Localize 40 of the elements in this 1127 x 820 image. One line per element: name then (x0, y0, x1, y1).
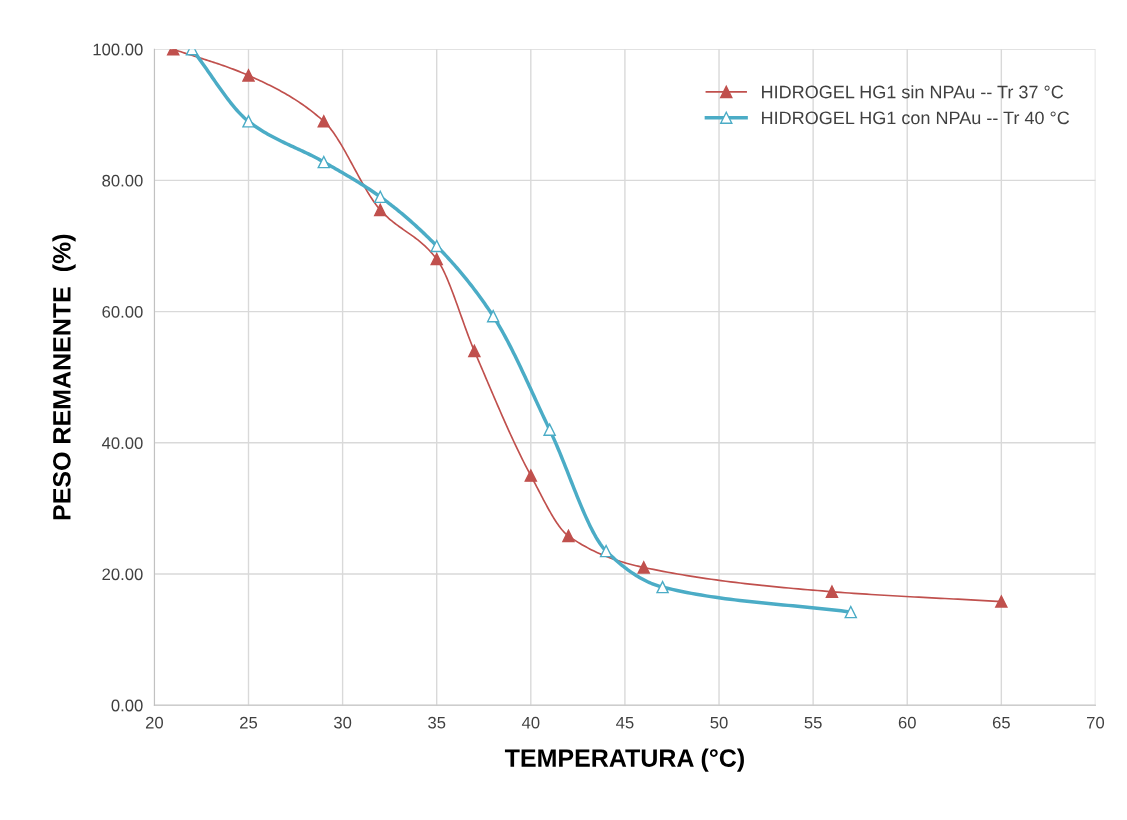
point (995, 595, 1008, 608)
point (373, 190, 387, 204)
x-tick-label: 25 (240, 716, 258, 729)
y-tick-label: 0.00 (111, 699, 143, 712)
y-tick-label: 80.00 (102, 174, 143, 187)
y-tick-label: 100.00 (93, 43, 143, 56)
x-axis-title: TEMPERATURA (°C) (504, 748, 744, 772)
point (242, 115, 255, 128)
point (599, 544, 613, 558)
point (373, 203, 387, 217)
legend-label: HIDROGEL HG1 sin NPAu -- Tr 37 °C (762, 85, 1064, 99)
y-tick-label: 40.00 (101, 437, 143, 449)
point (468, 344, 481, 358)
point (317, 155, 331, 169)
point (242, 69, 255, 82)
x-tick-label: 65 (992, 716, 1010, 729)
point (430, 252, 443, 266)
point (637, 561, 650, 574)
point (543, 423, 556, 436)
point (844, 605, 858, 619)
point (317, 115, 331, 128)
x-tick-label: 45 (616, 716, 634, 729)
point (486, 309, 500, 323)
x-tick-label: 20 (145, 716, 164, 729)
point (825, 585, 839, 598)
legend-label: HIDROGEL HG1 con NPAu -- Tr 40 °C (762, 111, 1070, 125)
y-axis-title: PESO REMANENTE (%) (52, 234, 76, 520)
y-tick-label: 20.00 (102, 568, 143, 581)
x-tick-label: 55 (804, 716, 822, 729)
x-tick-label: 40 (521, 716, 540, 729)
point (430, 239, 443, 253)
x-tick-label: 60 (898, 716, 916, 729)
point (524, 469, 538, 482)
x-tick-label: 30 (333, 716, 352, 729)
x-tick-label: 50 (710, 716, 728, 729)
x-tick-label: 70 (1087, 716, 1105, 729)
point (656, 580, 669, 594)
x-tick-label: 35 (428, 716, 446, 729)
y-tick-label: 60.00 (102, 306, 143, 318)
point (562, 529, 575, 543)
